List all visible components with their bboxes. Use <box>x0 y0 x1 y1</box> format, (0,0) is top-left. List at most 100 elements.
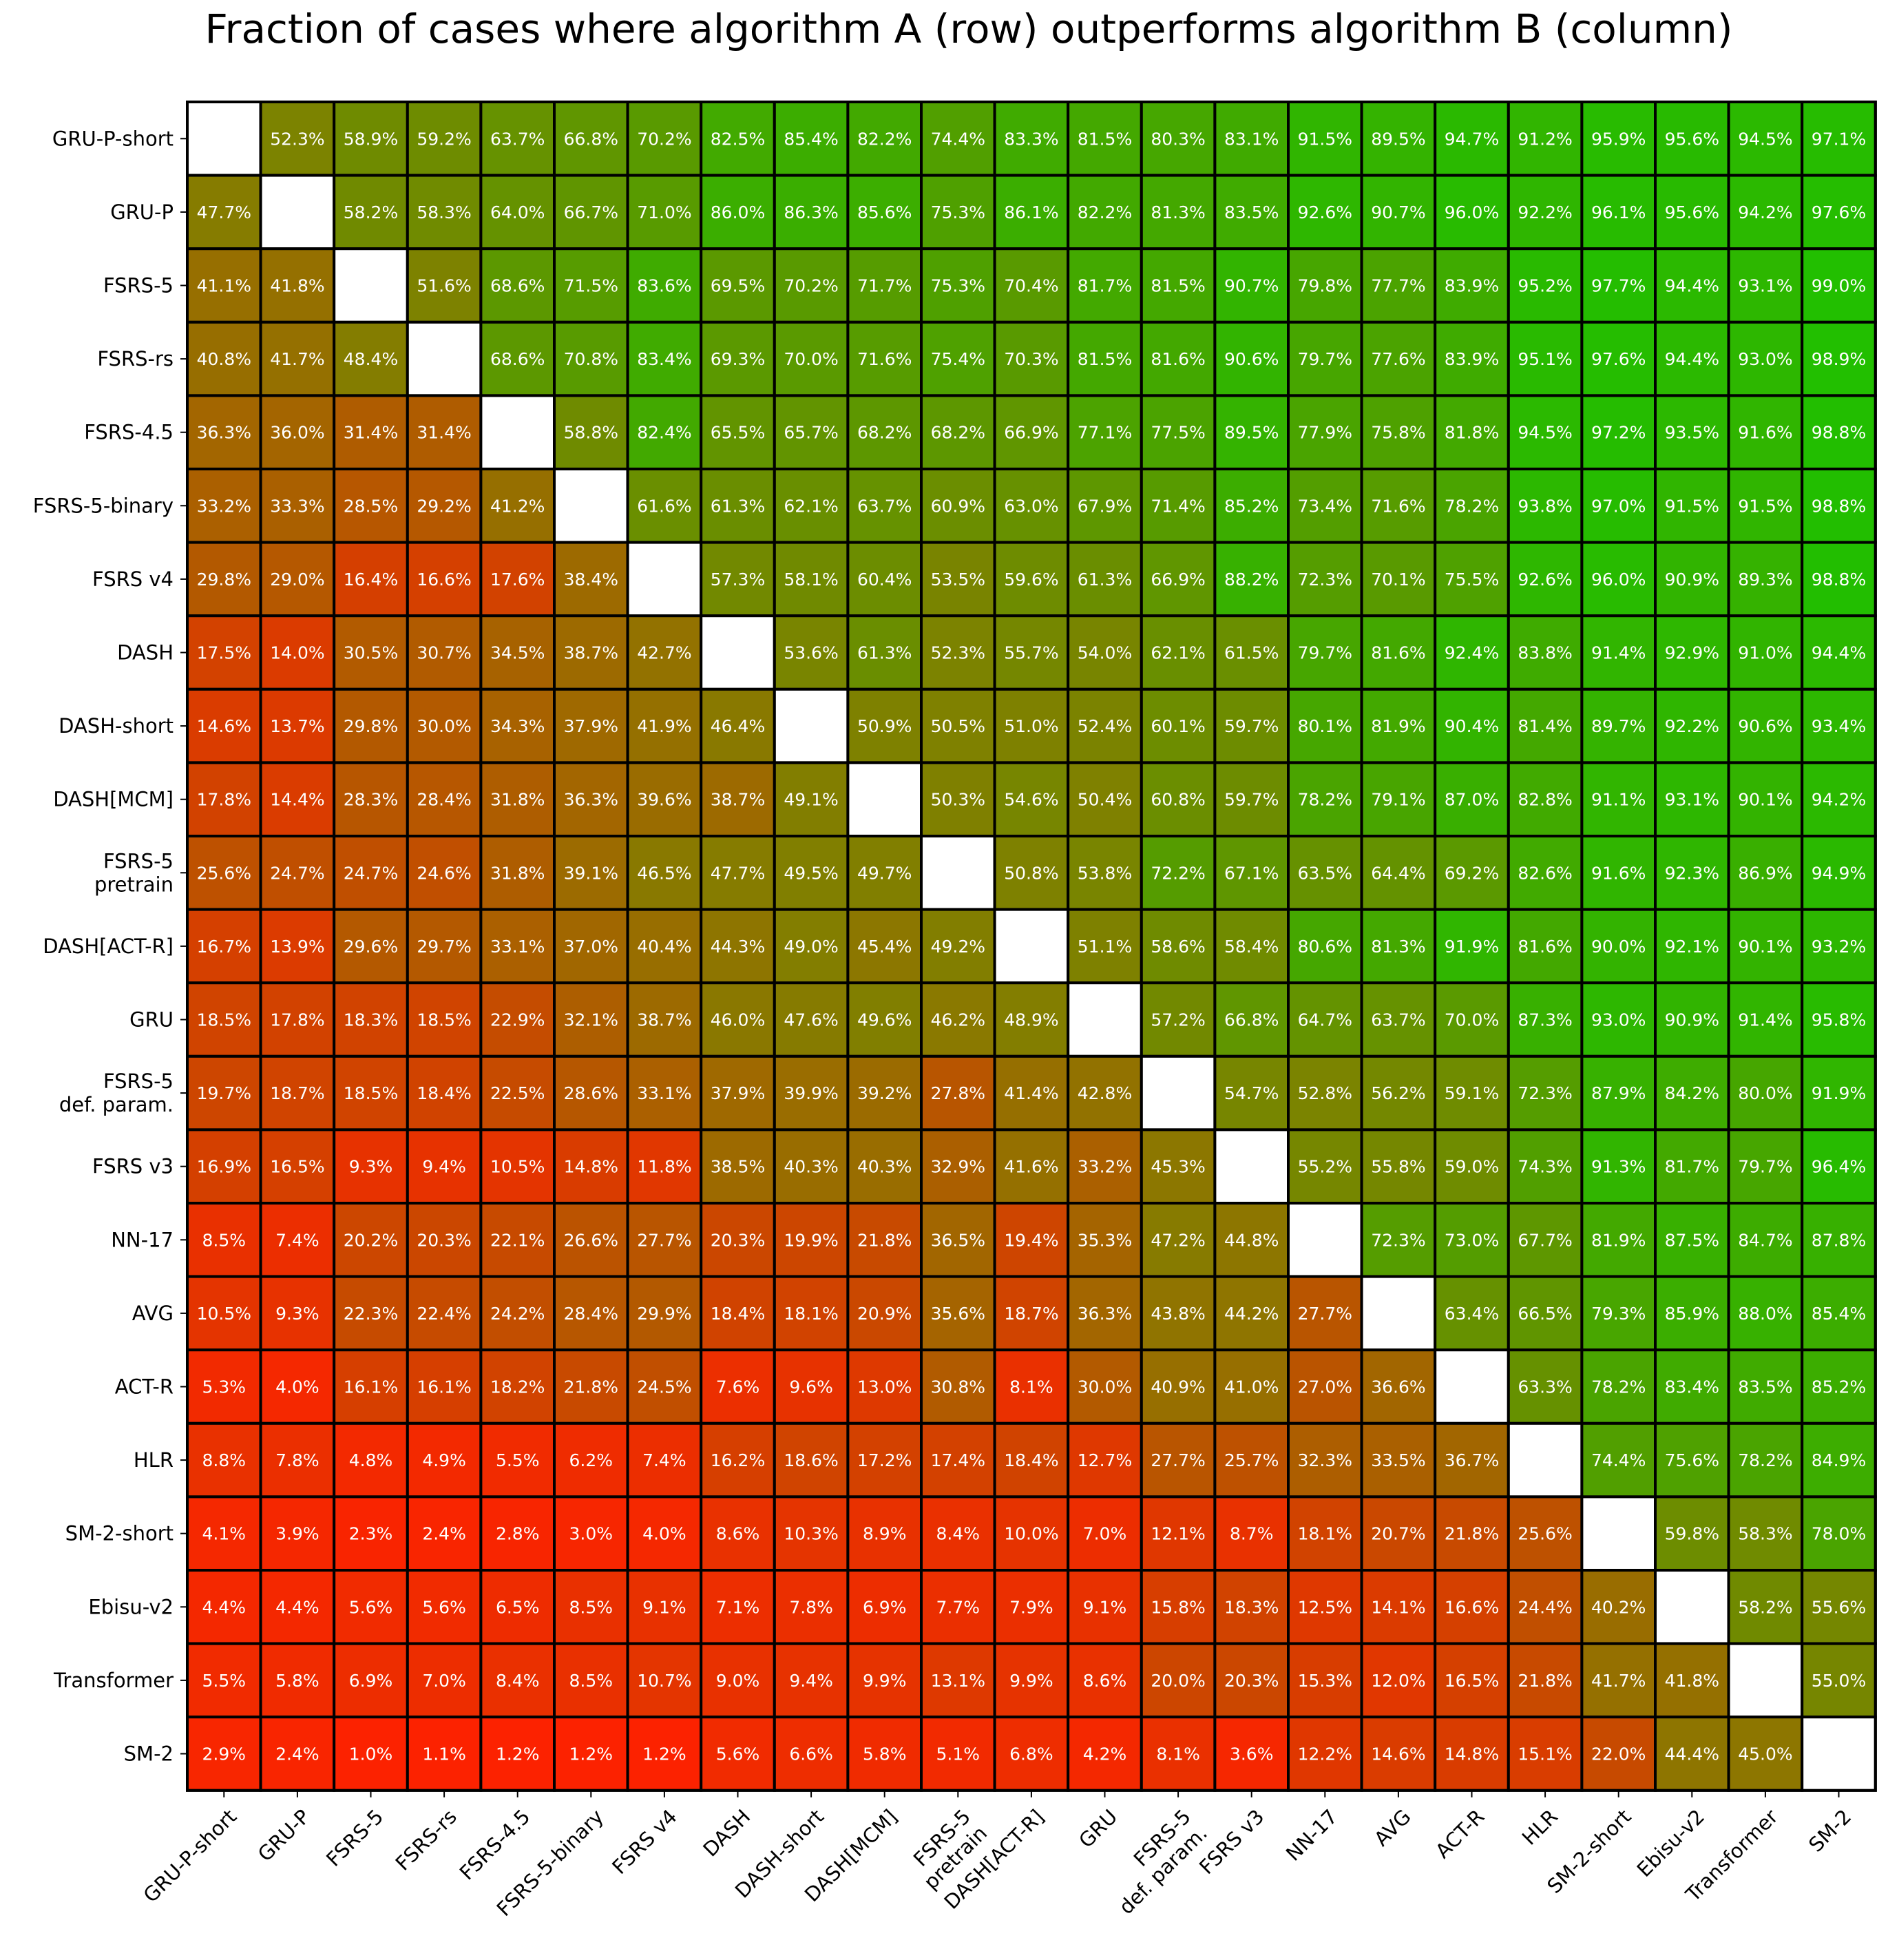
heatmap-cell <box>1580 1202 1657 1278</box>
cell-value-label: 75.4% <box>931 349 985 369</box>
row-label: GRU-P-short <box>52 127 174 150</box>
cell-value-label: 18.6% <box>784 1450 838 1470</box>
heatmap-cell <box>479 835 556 911</box>
cell-value-label: 68.2% <box>857 423 912 443</box>
heatmap-cell <box>1654 687 1730 764</box>
cell-value-label: 18.5% <box>344 1083 398 1103</box>
heatmap-cell <box>1580 1348 1657 1425</box>
heatmap-cell-diagonal <box>1067 981 1143 1058</box>
row-label: DASH <box>117 641 174 665</box>
cell-value-label: 9.0% <box>716 1671 760 1691</box>
column-label: HLR <box>1518 1805 1562 1850</box>
heatmap-cell <box>1140 761 1217 838</box>
cell-value-label: 52.4% <box>1078 716 1132 736</box>
heatmap-cell <box>186 981 262 1058</box>
heatmap-cell <box>186 761 262 838</box>
cell-value-label: 90.9% <box>1665 570 1719 590</box>
cell-value-label: 10.7% <box>637 1671 691 1691</box>
heatmap-cell <box>993 687 1070 764</box>
cell-value-label: 80.6% <box>1298 937 1352 957</box>
cell-value-label: 95.8% <box>1812 1010 1866 1030</box>
cell-value-label: 47.7% <box>197 202 251 222</box>
cell-value-label: 64.0% <box>490 202 545 222</box>
heatmap-cell <box>1287 174 1363 251</box>
cell-value-label: 70.4% <box>1004 276 1058 296</box>
cell-value-label: 18.3% <box>1224 1597 1279 1617</box>
heatmap-cell <box>1654 1421 1730 1499</box>
row-label: Ebisu-v2 <box>88 1595 174 1618</box>
cell-value-label: 8.4% <box>936 1524 980 1544</box>
heatmap-cell <box>1067 101 1143 177</box>
cell-value-label: 42.7% <box>637 643 691 663</box>
heatmap-cell <box>1434 247 1510 324</box>
cell-value-label: 86.0% <box>711 202 765 222</box>
cell-value-label: 91.6% <box>1738 423 1792 443</box>
cell-value-label: 7.1% <box>716 1597 760 1617</box>
row-label: NN-17 <box>111 1228 174 1251</box>
cell-value-label: 19.7% <box>197 1083 251 1103</box>
cell-value-label: 81.8% <box>1445 423 1499 443</box>
cell-value-label: 41.2% <box>490 496 545 516</box>
heatmap-cell <box>186 394 262 471</box>
cell-value-label: 7.8% <box>789 1597 833 1617</box>
cell-value-label: 91.5% <box>1298 129 1352 149</box>
cell-value-label: 77.1% <box>1078 423 1132 443</box>
heatmap-cell <box>1360 101 1437 177</box>
heatmap-cell <box>186 1348 262 1425</box>
cell-value-label: 12.0% <box>1371 1671 1425 1691</box>
cell-value-label: 85.2% <box>1224 496 1279 516</box>
cell-value-label: 20.2% <box>344 1230 398 1250</box>
heatmap-cell <box>1434 835 1510 911</box>
heatmap-cell <box>1801 320 1877 397</box>
cell-value-label: 34.5% <box>490 643 545 663</box>
cell-value-label: 21.8% <box>1518 1671 1572 1691</box>
cell-value-label: 81.6% <box>1151 349 1205 369</box>
cell-value-label: 71.6% <box>857 349 912 369</box>
cell-value-label: 91.2% <box>1518 129 1572 149</box>
heatmap-cell-diagonal <box>920 835 996 911</box>
heatmap-cell <box>846 174 923 251</box>
heatmap-cell-diagonal <box>846 761 923 838</box>
cell-value-label: 66.7% <box>564 202 618 222</box>
heatmap-cell-diagonal <box>1360 1275 1437 1352</box>
cell-value-label: 7.7% <box>936 1597 980 1617</box>
cell-value-label: 91.9% <box>1812 1083 1866 1103</box>
cell-value-label: 14.4% <box>270 790 324 810</box>
cell-value-label: 85.4% <box>784 129 838 149</box>
cell-value-label: 16.1% <box>344 1377 398 1397</box>
heatmap-cell <box>626 614 703 691</box>
cell-value-label: 69.2% <box>1445 863 1499 883</box>
heatmap-cell <box>1213 761 1290 838</box>
cell-value-label: 95.6% <box>1665 202 1719 222</box>
cell-value-label: 59.7% <box>1224 716 1279 736</box>
column-label: FSRS-5 <box>322 1805 388 1871</box>
cell-value-label: 91.5% <box>1738 496 1792 516</box>
cell-value-label: 59.6% <box>1004 570 1058 590</box>
cell-value-label: 92.2% <box>1518 202 1572 222</box>
cell-value-label: 95.1% <box>1518 349 1572 369</box>
heatmap-cell <box>1727 1495 1804 1572</box>
heatmap-cell <box>920 1569 996 1645</box>
cell-value-label: 4.0% <box>275 1377 319 1397</box>
cell-value-label: 7.4% <box>275 1230 319 1250</box>
cell-value-label: 71.4% <box>1151 496 1205 516</box>
cell-value-label: 68.6% <box>490 349 545 369</box>
cell-value-label: 7.6% <box>716 1377 760 1397</box>
cell-value-label: 93.1% <box>1738 276 1792 296</box>
cell-value-label: 58.6% <box>1151 937 1205 957</box>
heatmap-cell <box>920 1054 996 1132</box>
cell-value-label: 33.1% <box>637 1083 691 1103</box>
cell-value-label: 25.7% <box>1224 1450 1279 1470</box>
heatmap-cell <box>920 981 996 1058</box>
cell-value-label: 98.8% <box>1812 423 1866 443</box>
column-label: FSRS-rs <box>391 1805 461 1875</box>
cell-value-label: 53.8% <box>1078 863 1132 883</box>
cell-value-label: 61.3% <box>1078 570 1132 590</box>
cell-value-label: 9.4% <box>422 1157 466 1177</box>
cell-value-label: 90.6% <box>1738 716 1792 736</box>
heatmap-cell <box>553 1716 629 1792</box>
cell-value-label: 12.7% <box>1078 1450 1132 1470</box>
cell-value-label: 77.7% <box>1371 276 1425 296</box>
heatmap-cell <box>1434 468 1510 544</box>
heatmap-cell <box>1654 174 1730 251</box>
